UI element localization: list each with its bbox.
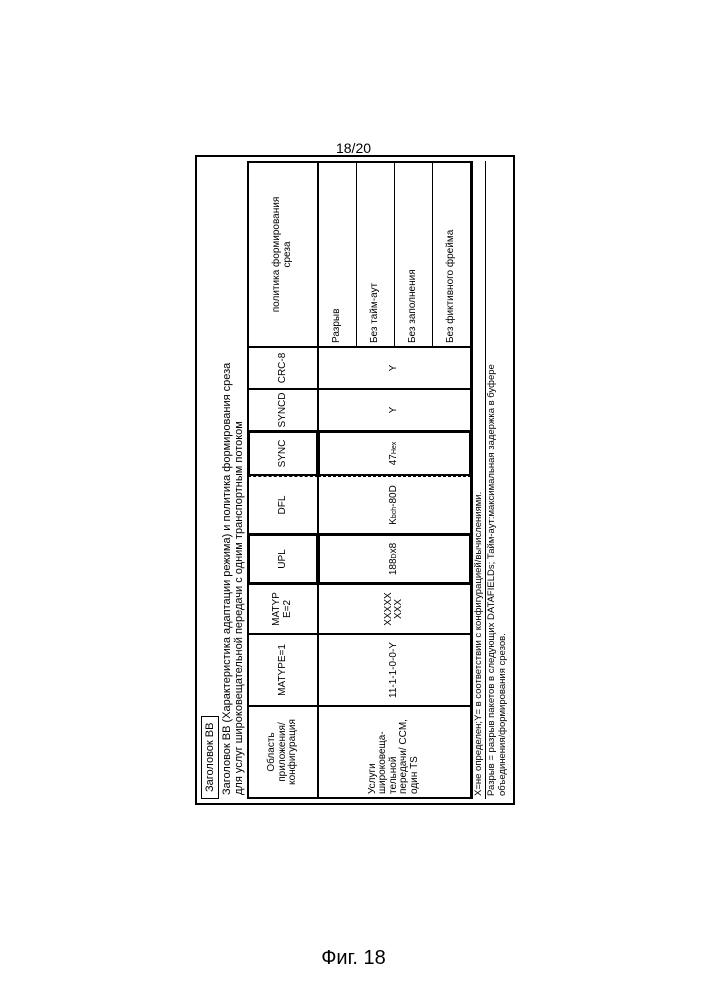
figure-title: Заголовок BB (Характеристика адаптации р… — [221, 161, 245, 799]
policy-item: Без тайм-аут — [356, 163, 394, 346]
main-table: Областьприложения/конфигурация MATYPE=1 … — [247, 161, 472, 799]
hdr-matype2: MATYPE=2 — [248, 584, 318, 634]
cell-crc8: Y — [318, 347, 471, 389]
data-row: Услугишироковеща-тельнойпередачи/ CCM,од… — [318, 162, 471, 798]
footnote-2: Разрыв = разрыв пакетов в следующих DATA… — [485, 161, 509, 799]
hdr-sync: SYNC — [248, 431, 318, 476]
hdr-matype1: MATYPE=1 — [248, 634, 318, 706]
cell-syncd: Y — [318, 389, 471, 431]
header-row: Областьприложения/конфигурация MATYPE=1 … — [248, 162, 318, 798]
footnote-1: X=не определен;Y= в соответствии с конфи… — [472, 161, 485, 799]
cell-matype2: XXXXXXXX — [318, 584, 471, 634]
bb-header-box: Заголовок BB — [201, 716, 219, 799]
hdr-crc8: CRC-8 — [248, 347, 318, 389]
hdr-dfl: DFL — [248, 476, 318, 534]
policy-item: Без заполнения — [394, 163, 432, 346]
hdr-slice-policy: политика формированиясреза — [248, 162, 318, 347]
cell-upl: 188Dx8 — [318, 534, 471, 584]
cell-matype1: 11-1-1-0-0-Y — [318, 634, 471, 706]
cell-sync: 47Hex — [318, 431, 471, 476]
hdr-application-area: Областьприложения/конфигурация — [248, 706, 318, 798]
policy-item: Без фиктивного фрейма — [432, 163, 470, 346]
figure-frame: Заголовок BB Заголовок BB (Характеристик… — [195, 155, 515, 805]
hdr-syncd: SYNCD — [248, 389, 318, 431]
figure-label: Фиг. 18 — [321, 947, 386, 970]
policy-item: Разрыв — [319, 163, 356, 346]
cell-dfl: Kbch-80D — [318, 476, 471, 534]
cell-application-area: Услугишироковеща-тельнойпередачи/ CCM,од… — [318, 706, 471, 798]
cell-slice-policy: РазрывБез тайм-аутБез заполненияБез фикт… — [318, 162, 471, 347]
hdr-upl: UPL — [248, 534, 318, 584]
